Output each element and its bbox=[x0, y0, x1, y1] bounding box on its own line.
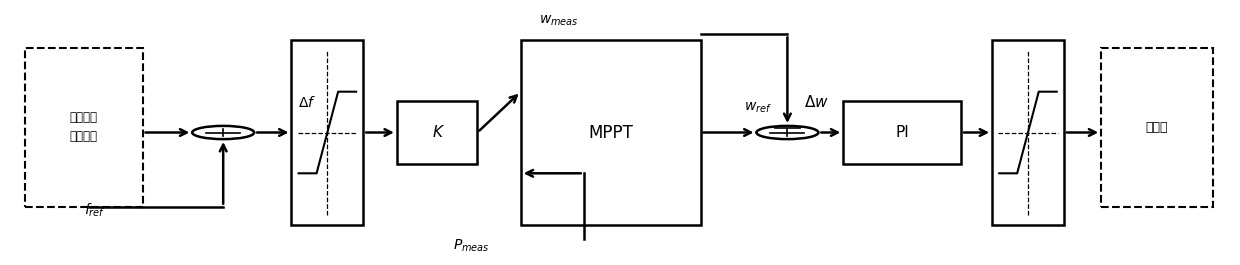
Text: K: K bbox=[432, 125, 443, 140]
Text: 电网频率
检测模块: 电网频率 检测模块 bbox=[69, 111, 98, 143]
Text: MPPT: MPPT bbox=[588, 123, 634, 142]
FancyBboxPatch shape bbox=[843, 101, 961, 164]
Text: $w_{ref}$: $w_{ref}$ bbox=[744, 101, 773, 115]
FancyBboxPatch shape bbox=[521, 40, 701, 225]
Text: $\Delta w$: $\Delta w$ bbox=[804, 94, 828, 110]
Text: $\Delta f$: $\Delta f$ bbox=[298, 95, 316, 110]
FancyBboxPatch shape bbox=[25, 48, 143, 207]
Text: $f_{ref}$: $f_{ref}$ bbox=[84, 201, 105, 219]
FancyBboxPatch shape bbox=[397, 101, 477, 164]
Text: PI: PI bbox=[895, 125, 909, 140]
FancyBboxPatch shape bbox=[1101, 48, 1213, 207]
FancyBboxPatch shape bbox=[992, 40, 1064, 225]
Text: $P_{meas}$: $P_{meas}$ bbox=[453, 238, 490, 254]
Text: 变流器: 变流器 bbox=[1146, 121, 1168, 134]
Text: $w_{meas}$: $w_{meas}$ bbox=[539, 14, 579, 28]
FancyBboxPatch shape bbox=[291, 40, 363, 225]
